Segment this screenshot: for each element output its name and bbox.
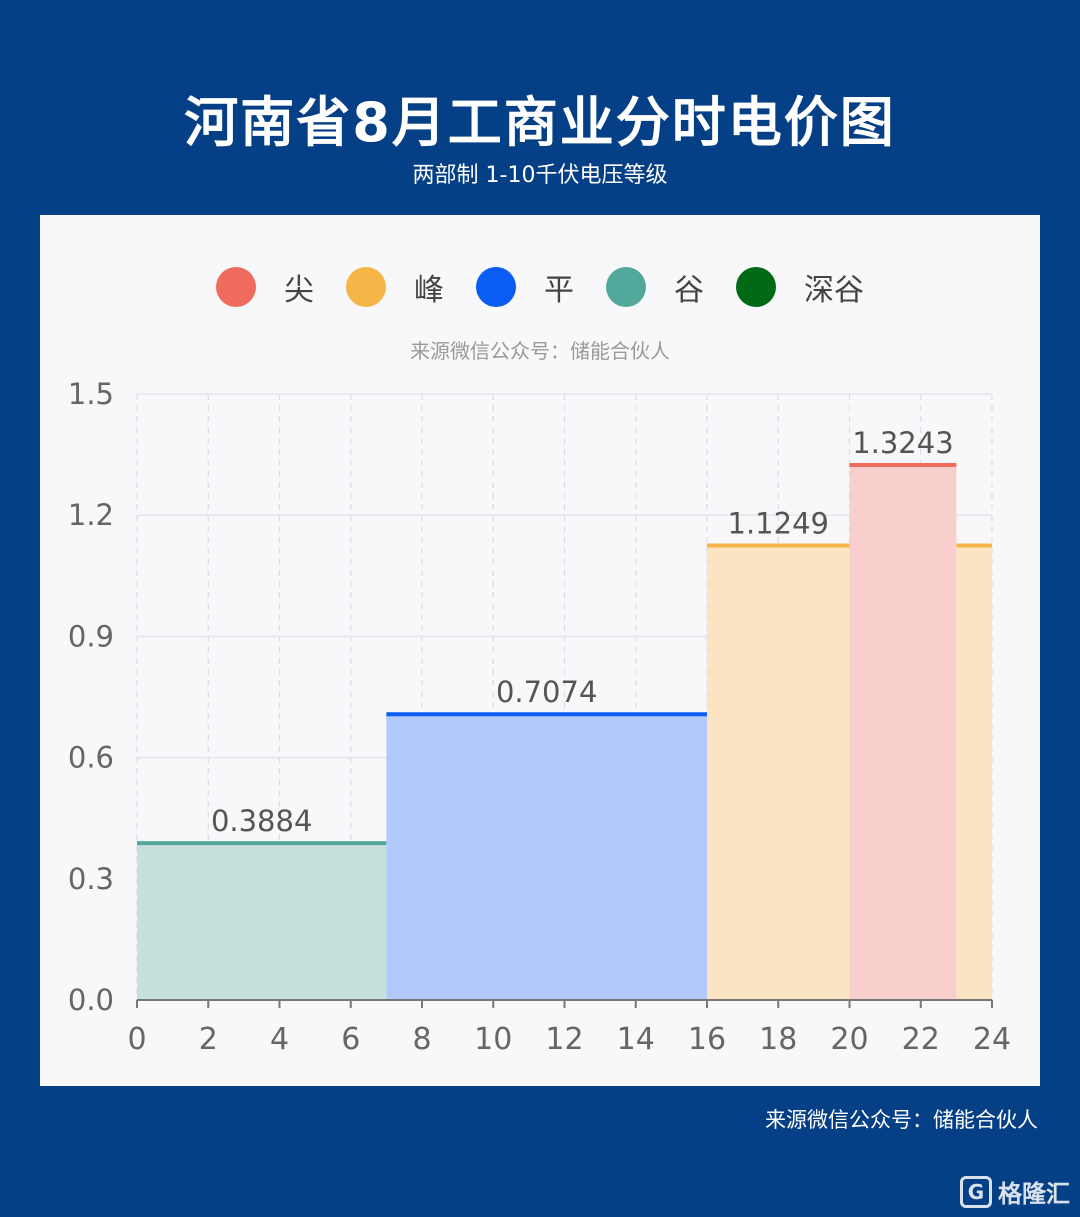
x-tick-label: 6 (341, 1022, 360, 1057)
legend-marker-feng (346, 267, 386, 307)
legend-item-shengu[interactable]: 深谷 (736, 265, 864, 309)
data-label: 1.1249 (728, 507, 829, 541)
x-tick-label: 16 (688, 1022, 726, 1057)
chart-legend: 尖 峰 平 谷 深谷 (0, 265, 1080, 309)
x-tick-label: 18 (759, 1022, 797, 1057)
x-tick-label: 20 (830, 1022, 868, 1057)
chart-source-note: 来源微信公众号：储能合伙人 (410, 339, 670, 363)
area-segment (137, 843, 387, 1000)
data-label: 1.3243 (852, 426, 953, 460)
area-segment (956, 545, 992, 1000)
watermark-logo-icon: G (960, 1175, 992, 1208)
page-subtitle: 两部制 1-10千伏电压等级 (412, 163, 668, 188)
footer-source-note: 来源微信公众号：储能合伙人 (765, 1108, 1038, 1132)
y-tick-label: 1.5 (68, 377, 114, 411)
area-segment (849, 464, 957, 1000)
legend-item-jian[interactable]: 尖 (216, 265, 314, 309)
watermark-text: 格隆汇 (998, 1180, 1070, 1208)
data-label: 0.3884 (211, 804, 312, 838)
x-tick-label: 10 (474, 1022, 512, 1057)
legend-item-feng[interactable]: 峰 (346, 265, 444, 309)
x-tick-label: 4 (270, 1022, 289, 1057)
y-tick-label: 0.9 (68, 619, 114, 653)
legend-marker-gu (606, 267, 646, 307)
legend-label-jian: 尖 (284, 273, 314, 308)
x-tick-label: 2 (199, 1022, 218, 1057)
y-tick-label: 0.6 (68, 741, 114, 775)
x-tick-label: 14 (617, 1022, 655, 1057)
legend-marker-jian (216, 267, 256, 307)
x-tick-label: 12 (545, 1022, 583, 1057)
legend-label-shengu: 深谷 (804, 273, 864, 308)
legend-item-gu[interactable]: 谷 (606, 265, 704, 309)
x-tick-label: 0 (127, 1022, 146, 1057)
y-tick-label: 0.3 (68, 862, 114, 896)
watermark: G 格隆汇 (960, 1174, 1070, 1209)
x-tick-label: 8 (412, 1022, 431, 1057)
legend-label-feng: 峰 (414, 273, 444, 308)
page-title: 河南省8月工商业分时电价图 (184, 91, 896, 154)
legend-label-ping: 平 (544, 273, 574, 308)
data-label: 0.7074 (496, 675, 597, 709)
area-segment (386, 714, 707, 1000)
x-tick-label: 22 (902, 1022, 940, 1057)
x-tick-label: 24 (973, 1022, 1011, 1057)
legend-item-ping[interactable]: 平 (476, 265, 574, 309)
y-tick-label: 1.2 (68, 498, 114, 532)
legend-marker-ping (476, 267, 516, 307)
y-tick-label: 0.0 (68, 983, 114, 1017)
legend-label-gu: 谷 (674, 273, 704, 308)
area-segment (707, 545, 850, 1000)
legend-marker-shengu (736, 267, 776, 307)
